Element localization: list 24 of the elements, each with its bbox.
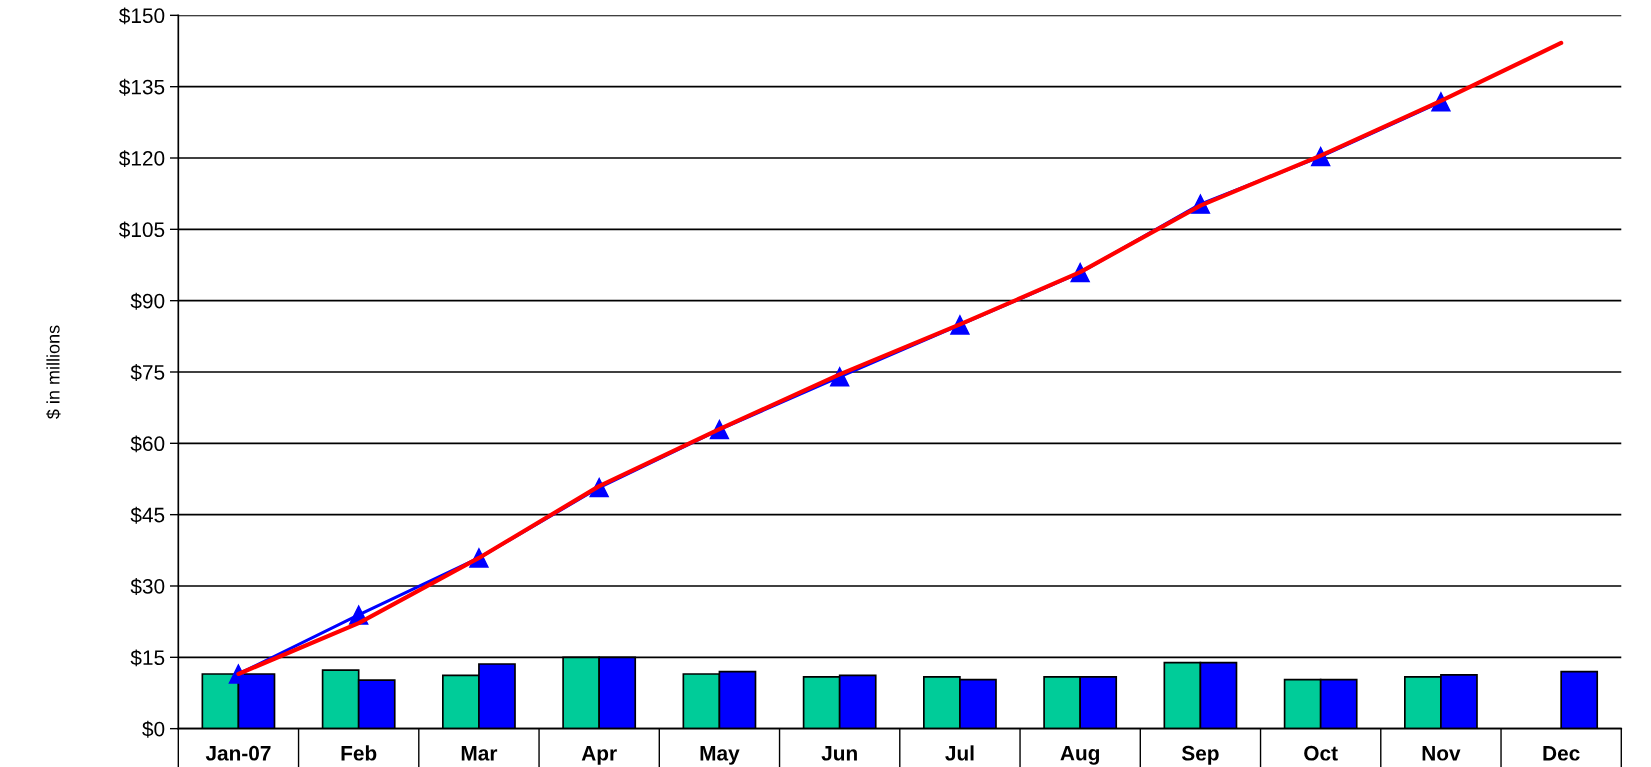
y-axis-title: $ in millions [46,325,61,419]
y-tick-label: $60 [130,435,165,453]
x-tick-label: Nov [1422,746,1461,761]
x-tick-label: Sep [1181,745,1219,765]
y-tick-label: $0 [142,720,165,738]
y-tick-label: $30 [130,578,165,595]
y-tick-label: $45 [130,506,165,524]
y-tick-label: $105 [119,221,165,239]
y-tick-label: $75 [130,364,165,381]
x-tick-label: Apr [581,746,617,765]
x-tick-label: Oct [1304,745,1338,761]
y-tick-label: $135 [119,78,165,96]
x-tick-label: Jul [945,745,974,761]
y-tick-label: $15 [130,649,165,667]
x-tick-label: Mar [461,746,498,761]
x-tick-label: Jun [821,746,857,761]
y-tick-label: $120 [119,150,165,167]
x-tick-label: Aug [1060,745,1100,765]
y-tick-label: $150 [119,7,165,25]
y-tick-label: $90 [130,292,165,310]
x-tick-label: Dec [1543,746,1580,761]
x-tick-label: Feb [341,745,377,761]
x-tick-label: Jan-07 [205,745,271,761]
x-tick-label: May [700,746,740,765]
